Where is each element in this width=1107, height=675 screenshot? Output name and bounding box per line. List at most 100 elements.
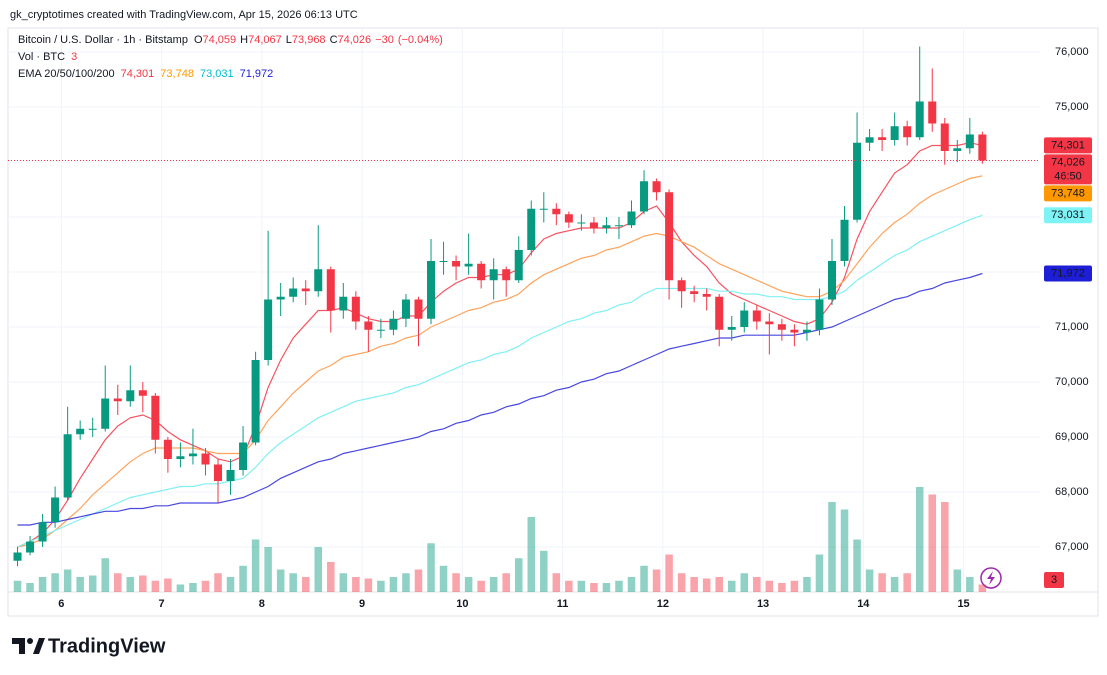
- volume-bar: [452, 573, 460, 592]
- volume-bar: [790, 580, 799, 592]
- candle-body: [151, 395, 160, 440]
- candle-body: [239, 442, 248, 471]
- volume-bar: [652, 569, 661, 592]
- volume-bar: [63, 569, 72, 592]
- candle-body: [903, 126, 912, 138]
- volume-bar: [101, 558, 109, 592]
- volume-bar: [828, 502, 836, 592]
- candle-body: [965, 134, 974, 149]
- volume-bar: [803, 577, 811, 592]
- volume-bar: [151, 580, 160, 592]
- volume-bar: [565, 580, 573, 592]
- candle-body: [777, 324, 786, 330]
- change: −30: [375, 34, 394, 46]
- volume-bar: [239, 565, 247, 592]
- candle-body: [602, 225, 611, 228]
- y-tick-label: 69,000: [1055, 431, 1089, 443]
- candle-body: [865, 137, 874, 143]
- candle-body: [176, 456, 185, 460]
- candle-body: [878, 137, 887, 140]
- candle-body: [264, 299, 273, 360]
- volume-bar: [753, 577, 761, 592]
- ohlc-key: O: [193, 34, 203, 46]
- assistant-icon[interactable]: [980, 567, 1002, 589]
- volume-bar: [389, 577, 398, 592]
- candle-body: [389, 318, 398, 330]
- candle-body: [439, 260, 448, 262]
- candle-body: [489, 269, 498, 281]
- volume-bar: [289, 573, 297, 592]
- y-tick-label: 68,000: [1055, 486, 1089, 498]
- volume-bar: [915, 487, 924, 592]
- volume-bar: [377, 580, 385, 592]
- candle-body: [364, 321, 373, 330]
- volume-bar: [13, 580, 22, 592]
- volume-bar: [214, 573, 222, 592]
- candle-body: [740, 310, 749, 327]
- candle-body: [26, 541, 35, 553]
- volume-label-box: [1044, 572, 1064, 588]
- volume-bar: [352, 577, 360, 592]
- volume-bar: [702, 578, 711, 592]
- candle-body: [627, 211, 636, 226]
- candle-body: [163, 439, 172, 460]
- candle-body: [427, 260, 436, 319]
- candle-body: [577, 222, 586, 224]
- volume-bar: [840, 509, 849, 592]
- candle-body: [665, 192, 674, 281]
- candle-body: [953, 148, 962, 151]
- candle-body: [38, 522, 47, 542]
- price-label-box: [1044, 137, 1092, 154]
- ema-value: 74,301: [120, 68, 155, 80]
- ohlc-key: L: [285, 34, 292, 46]
- legend-volume: Vol · BTC 3: [18, 51, 81, 63]
- candle-body: [564, 214, 573, 223]
- price-label-box: [1044, 207, 1092, 224]
- volume-bar: [640, 565, 648, 592]
- volume-bar: [201, 580, 210, 592]
- candle-body: [527, 208, 536, 250]
- ohlc-value: 74,059: [202, 34, 237, 46]
- price-label-box: [1044, 265, 1092, 282]
- candle-body: [88, 428, 97, 430]
- volume-bar: [264, 547, 272, 592]
- volume-bar: [51, 573, 59, 592]
- axes: 67,00068,00069,00070,00071,00072,00073,0…: [8, 46, 1092, 610]
- ohlc-key: H: [240, 34, 249, 46]
- volume-bar: [890, 577, 899, 592]
- candle-body: [76, 428, 85, 435]
- y-tick-label: 76,000: [1055, 46, 1089, 58]
- price-label: 71,972: [1051, 267, 1085, 279]
- candle-body: [677, 280, 686, 292]
- candle-body: [201, 453, 210, 465]
- volume-bar: [865, 569, 874, 592]
- candle-body: [376, 329, 385, 331]
- y-tick-label: 75,000: [1055, 101, 1089, 113]
- candle-body: [589, 222, 598, 228]
- volume-bar: [464, 577, 473, 592]
- candle-body: [339, 296, 348, 311]
- volume-bar: [427, 543, 435, 592]
- volume-bar: [489, 577, 498, 592]
- volume-bar: [339, 573, 348, 592]
- volume-bar: [953, 569, 962, 592]
- candle-body: [702, 293, 711, 297]
- volume-bar: [38, 577, 47, 592]
- volume-bar: [139, 575, 147, 592]
- candle-body: [827, 260, 837, 300]
- candle-body: [401, 299, 410, 319]
- volume-bar: [602, 583, 611, 592]
- candle-body: [289, 288, 298, 297]
- candle-body: [101, 398, 110, 429]
- x-tick-label: 14: [857, 598, 870, 610]
- candle-body: [928, 101, 937, 124]
- volume-bar: [477, 580, 485, 592]
- candle-body: [138, 390, 147, 396]
- ema-value: 73,748: [160, 68, 194, 80]
- x-tick-label: 15: [957, 598, 969, 610]
- candle-body: [301, 288, 310, 292]
- volume-label: 3: [1051, 574, 1057, 586]
- ohlc-value: 73,968: [291, 34, 326, 46]
- volume: [13, 487, 987, 592]
